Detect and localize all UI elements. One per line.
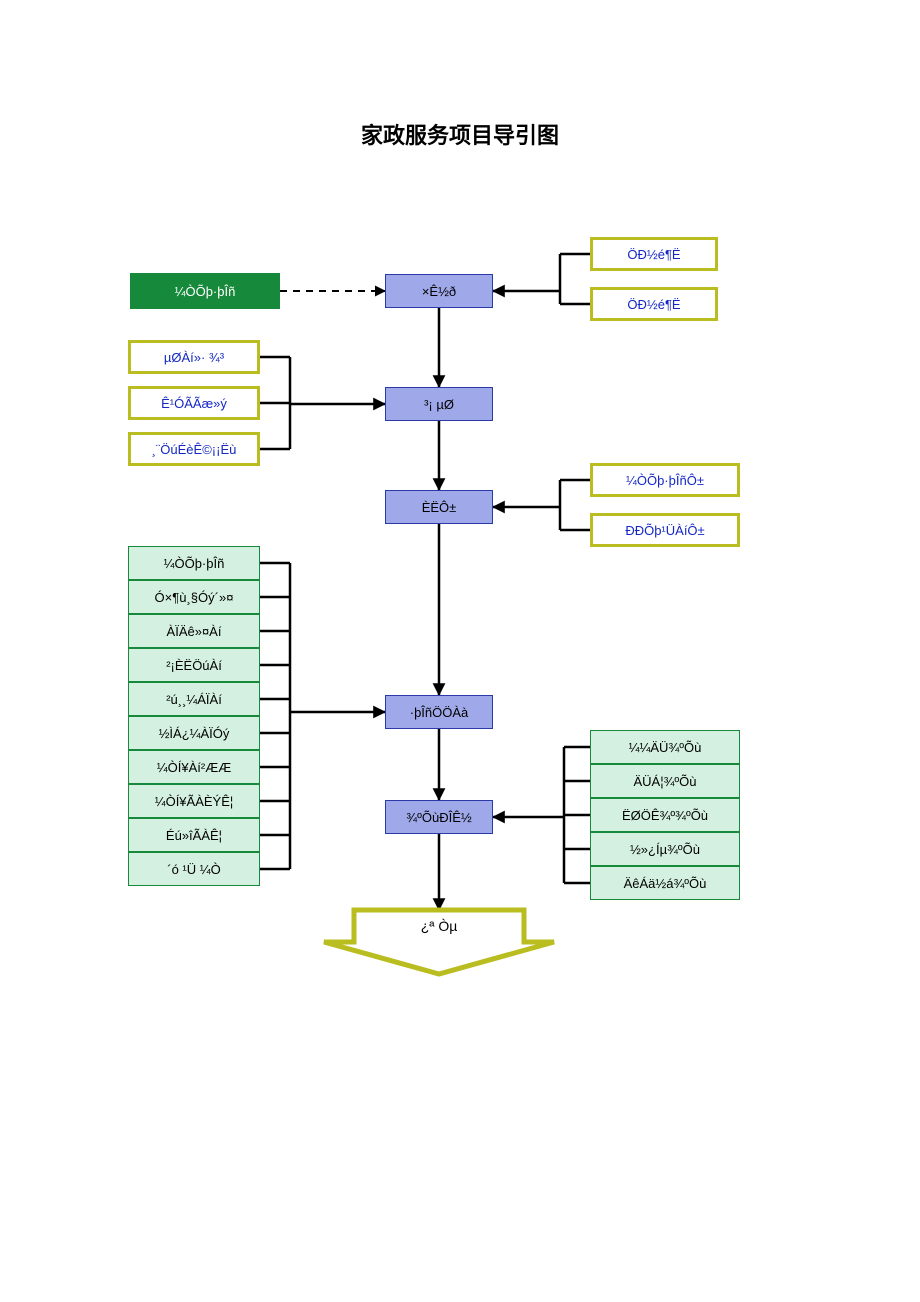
node-sv8: Éú»îÃÀÊ¦	[128, 818, 260, 852]
node-sv3: ²¡ÈËÖúÀí	[128, 648, 260, 682]
node-cp1: ÄÜÁ¦¾ºÕù	[590, 764, 740, 798]
final-arrow-shape	[324, 910, 554, 974]
final-arrow-label: ¿ª Òµ	[421, 918, 458, 934]
node-cp2: ËØÖÊ¾º¾ºÕù	[590, 798, 740, 832]
node-l3: ¸¨ÖúÉèÊ©¡¡Ëù	[128, 432, 260, 466]
node-sv7: ¼ÒÍ¥ÃÀÈÝÊ¦	[128, 784, 260, 818]
node-sv0: ¼ÒÕþ·þÎñ	[128, 546, 260, 580]
page-title: 家政服务项目导引图	[0, 118, 920, 150]
node-m5: ¾ºÕùÐÎÊ½	[385, 800, 493, 834]
node-sv2: ÀÏÄê»¤Àí	[128, 614, 260, 648]
node-g1: ¼ÒÕþ·þÎñ	[130, 273, 280, 309]
node-m1: ×Ê½ð	[385, 274, 493, 308]
node-m4: ·þÎñÖÖÀà	[385, 695, 493, 729]
node-cp0: ¼¼ÄÜ¾ºÕù	[590, 730, 740, 764]
node-l2: Ê¹ÓÃÃæ»ý	[128, 386, 260, 420]
diagram-canvas: 家政服务项目导引图 ×Ê½ð ³¡ µØ ÈËÔ± ·þÎñÖÖÀà ¾ºÕùÐÎÊ½ ¼…	[0, 0, 920, 1302]
node-r2: ÐÐÕþ¹ÜÀíÔ±	[590, 513, 740, 547]
node-r1: ¼ÒÕþ·þÎñÔ±	[590, 463, 740, 497]
node-t1: ÖÐ½é¶Ë	[590, 237, 718, 271]
node-m3: ÈËÔ±	[385, 490, 493, 524]
node-cp3: ½»¿Íµ¾ºÕù	[590, 832, 740, 866]
node-sv5: ½ÌÁ¿¼ÀÏÓý	[128, 716, 260, 750]
node-cp4: ÄêÁä½á¾ºÕù	[590, 866, 740, 900]
node-m2: ³¡ µØ	[385, 387, 493, 421]
node-sv4: ²ú¸¸¼ÁÏÀí	[128, 682, 260, 716]
node-sv1: Ó×¶ù¸§Óý´»¤	[128, 580, 260, 614]
node-sv9: ´ó ¹Ü ¼Ò	[128, 852, 260, 886]
node-l1: µØÀí»· ¾³	[128, 340, 260, 374]
node-t2: ÖÐ½é¶Ë	[590, 287, 718, 321]
node-sv6: ¼ÒÍ¥Àí²ÆÆ	[128, 750, 260, 784]
